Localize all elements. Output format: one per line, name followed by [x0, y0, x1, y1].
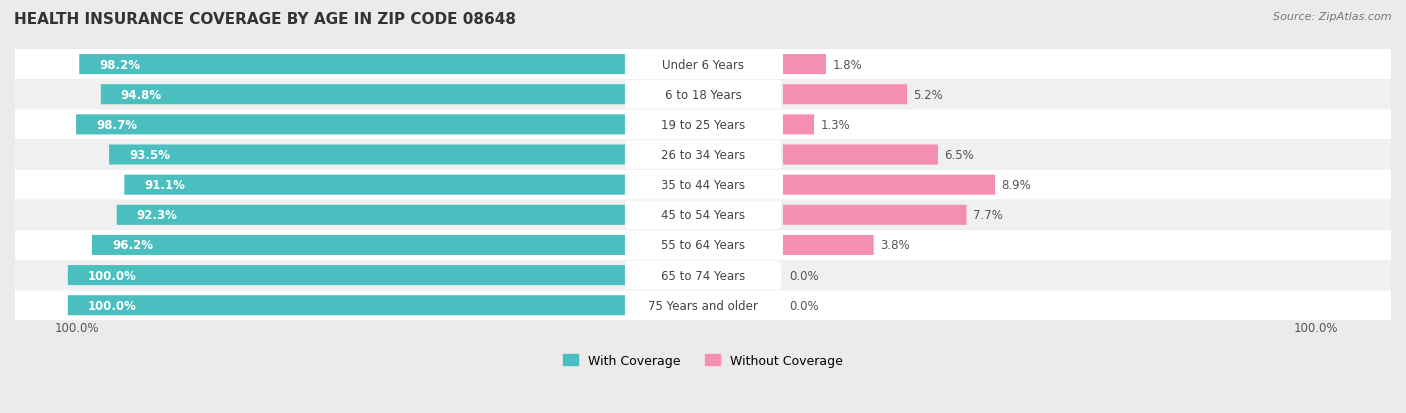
Text: 55 to 64 Years: 55 to 64 Years: [661, 239, 745, 252]
FancyBboxPatch shape: [15, 200, 1391, 230]
Text: 6.5%: 6.5%: [945, 149, 974, 161]
Text: Source: ZipAtlas.com: Source: ZipAtlas.com: [1274, 12, 1392, 22]
FancyBboxPatch shape: [67, 295, 703, 316]
Text: 8.9%: 8.9%: [1001, 179, 1032, 192]
FancyBboxPatch shape: [91, 235, 703, 255]
Text: 19 to 25 Years: 19 to 25 Years: [661, 119, 745, 132]
FancyBboxPatch shape: [783, 55, 825, 75]
FancyBboxPatch shape: [624, 291, 782, 320]
Text: 100.0%: 100.0%: [1294, 322, 1339, 335]
Text: 94.8%: 94.8%: [121, 88, 162, 102]
Text: 91.1%: 91.1%: [145, 179, 186, 192]
FancyBboxPatch shape: [117, 205, 703, 225]
FancyBboxPatch shape: [15, 261, 1391, 290]
Text: 98.7%: 98.7%: [96, 119, 136, 132]
FancyBboxPatch shape: [15, 140, 1391, 170]
FancyBboxPatch shape: [76, 115, 703, 135]
Text: 0.0%: 0.0%: [790, 269, 820, 282]
Text: 1.3%: 1.3%: [821, 119, 851, 132]
FancyBboxPatch shape: [79, 55, 703, 75]
FancyBboxPatch shape: [624, 261, 782, 290]
Text: HEALTH INSURANCE COVERAGE BY AGE IN ZIP CODE 08648: HEALTH INSURANCE COVERAGE BY AGE IN ZIP …: [14, 12, 516, 27]
Text: 6 to 18 Years: 6 to 18 Years: [665, 88, 741, 102]
FancyBboxPatch shape: [624, 231, 782, 260]
FancyBboxPatch shape: [783, 85, 907, 105]
Text: 92.3%: 92.3%: [136, 209, 177, 222]
Text: 96.2%: 96.2%: [112, 239, 153, 252]
Text: 3.8%: 3.8%: [880, 239, 910, 252]
FancyBboxPatch shape: [624, 111, 782, 139]
FancyBboxPatch shape: [624, 201, 782, 230]
FancyBboxPatch shape: [783, 145, 938, 165]
FancyBboxPatch shape: [15, 170, 1391, 200]
FancyBboxPatch shape: [67, 266, 703, 285]
FancyBboxPatch shape: [15, 230, 1391, 260]
FancyBboxPatch shape: [15, 50, 1391, 80]
FancyBboxPatch shape: [783, 115, 814, 135]
FancyBboxPatch shape: [124, 175, 703, 195]
Text: 5.2%: 5.2%: [914, 88, 943, 102]
Text: 75 Years and older: 75 Years and older: [648, 299, 758, 312]
FancyBboxPatch shape: [783, 175, 995, 195]
FancyBboxPatch shape: [624, 51, 782, 79]
Text: 7.7%: 7.7%: [973, 209, 1002, 222]
FancyBboxPatch shape: [15, 80, 1391, 110]
FancyBboxPatch shape: [783, 235, 873, 255]
FancyBboxPatch shape: [624, 171, 782, 199]
Text: 35 to 44 Years: 35 to 44 Years: [661, 179, 745, 192]
Text: 100.0%: 100.0%: [87, 269, 136, 282]
Text: 93.5%: 93.5%: [129, 149, 170, 161]
FancyBboxPatch shape: [110, 145, 703, 165]
Legend: With Coverage, Without Coverage: With Coverage, Without Coverage: [558, 349, 848, 372]
FancyBboxPatch shape: [101, 85, 703, 105]
Text: 0.0%: 0.0%: [790, 299, 820, 312]
Text: 100.0%: 100.0%: [55, 322, 100, 335]
FancyBboxPatch shape: [15, 110, 1391, 140]
Text: 1.8%: 1.8%: [832, 59, 862, 71]
FancyBboxPatch shape: [15, 291, 1391, 320]
FancyBboxPatch shape: [624, 141, 782, 169]
FancyBboxPatch shape: [783, 205, 966, 225]
Text: 100.0%: 100.0%: [87, 299, 136, 312]
FancyBboxPatch shape: [624, 81, 782, 109]
Text: Under 6 Years: Under 6 Years: [662, 59, 744, 71]
Text: 98.2%: 98.2%: [100, 59, 141, 71]
Text: 65 to 74 Years: 65 to 74 Years: [661, 269, 745, 282]
Text: 26 to 34 Years: 26 to 34 Years: [661, 149, 745, 161]
Text: 45 to 54 Years: 45 to 54 Years: [661, 209, 745, 222]
